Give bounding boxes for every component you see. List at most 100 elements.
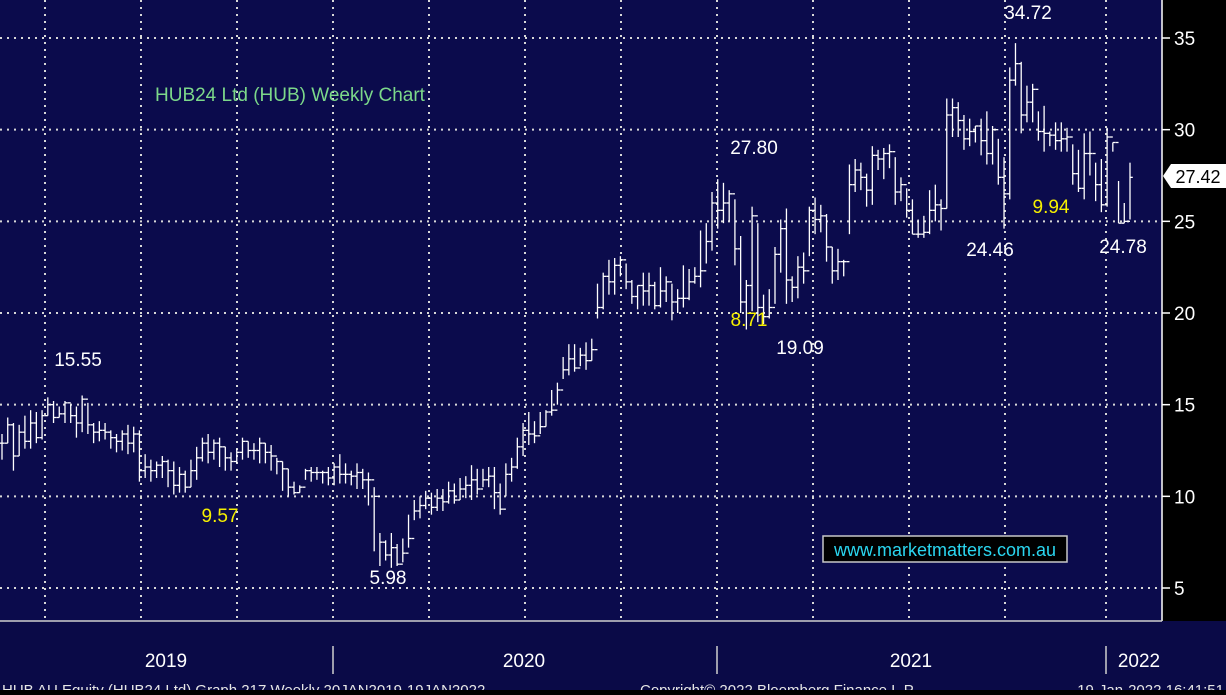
price-bar [22, 415, 28, 449]
price-bar [932, 184, 939, 222]
price-bar [972, 125, 979, 143]
price-bar [892, 151, 899, 205]
price-bar [783, 208, 790, 304]
plot-background [0, 0, 1162, 621]
price-bar [480, 468, 486, 490]
price-bar [823, 214, 830, 262]
price-bar [503, 463, 509, 510]
price-bar [1115, 141, 1122, 224]
annotation-label: 19.09 [776, 338, 824, 359]
x-tick-label: 2020 [503, 651, 545, 672]
price-bar [285, 468, 292, 497]
price-bar [1069, 136, 1076, 185]
price-bar [182, 470, 189, 493]
price-bar [400, 538, 406, 565]
price-bar [1121, 203, 1128, 224]
watermark-box [822, 535, 1068, 563]
price-bar [743, 280, 750, 330]
price-bar [148, 459, 154, 482]
price-bar [96, 421, 103, 442]
price-bar [4, 417, 11, 444]
price-bar [669, 281, 675, 321]
price-bar [525, 412, 532, 445]
annotation-label: 24.46 [966, 240, 1014, 261]
price-bar [73, 406, 80, 438]
x-tick-label: 2021 [890, 651, 932, 672]
price-bar [262, 442, 269, 464]
price-bar [554, 382, 561, 411]
price-bar [1006, 67, 1013, 200]
price-bar [1058, 122, 1065, 152]
annotation-label: 34.72 [1004, 3, 1052, 24]
annotation-label: 8.71 [731, 310, 768, 331]
price-bar [812, 197, 818, 235]
price-bar [228, 452, 234, 471]
price-bar [583, 342, 589, 370]
price-bar [165, 459, 171, 488]
price-bar [359, 468, 366, 489]
price-bar [245, 440, 252, 458]
price-bar [119, 430, 126, 451]
watermark: www.marketmatters.com.au [822, 535, 1068, 563]
annotation-label: 9.94 [1033, 197, 1070, 218]
x-tick-label: 2022 [1118, 651, 1160, 672]
annotations: 15.55 9.57 5.98 27.80 8.71 19.09 24.46 34.72 9.9… [54, 3, 1147, 589]
price-bar [709, 192, 715, 251]
price-bar [898, 177, 904, 202]
price-bar [548, 390, 555, 416]
y-tick-label: 10 [1174, 487, 1195, 508]
price-bar [337, 454, 343, 484]
y-tick-label: 5 [1174, 579, 1185, 600]
footer-right: 19-Jan-2022 16:41:51 [1077, 682, 1224, 690]
price-bar [45, 397, 51, 417]
y-tick-label: 25 [1174, 212, 1195, 233]
price-bar [835, 248, 841, 280]
price-bar [777, 219, 784, 273]
price-bar [915, 219, 921, 238]
y-axis: 5 10 15 20 25 30 35 [1161, 0, 1195, 621]
price-bar [445, 481, 452, 504]
footer-mid: Copyright© 2022 Bloomberg Finance L.P. [640, 682, 916, 690]
axis-background [1162, 0, 1226, 621]
annotation-label: 15.55 [54, 350, 102, 371]
y-tick-label: 35 [1174, 29, 1195, 50]
price-bar [319, 470, 326, 484]
price-bar [611, 258, 618, 295]
price-bar [961, 115, 967, 150]
price-bar [606, 259, 612, 295]
price-bar [239, 437, 246, 460]
footer-left: HUB AU Equity (HUB24 Ltd) Graph 217 Week… [2, 682, 485, 690]
price-bar [594, 283, 601, 351]
price-bar [125, 424, 131, 455]
price-bar [193, 446, 200, 480]
price-bar [1104, 127, 1110, 207]
price-bar [955, 102, 962, 137]
price-bar [903, 184, 910, 218]
price-bar [640, 272, 647, 306]
x-axis: 2019 2020 2021 2022 [0, 620, 1162, 674]
price-bar [995, 129, 1002, 185]
price-bar [600, 272, 607, 310]
xaxis-background [0, 621, 1226, 690]
price-bar [256, 437, 263, 464]
price-bar [629, 280, 635, 304]
last-price-tag: 27.42 [1163, 164, 1226, 188]
price-bar [296, 485, 303, 494]
price-bar [938, 199, 944, 231]
y-tick-label: 15 [1174, 396, 1195, 417]
price-bar [291, 481, 297, 495]
price-bar [966, 118, 973, 147]
price-bar [274, 455, 280, 475]
price-bar [222, 446, 229, 471]
price-bar [188, 459, 194, 488]
price-bar [485, 467, 492, 488]
price-bar [56, 406, 63, 419]
price-bar [205, 434, 211, 464]
price-bar [199, 437, 206, 462]
price-bar [16, 424, 22, 457]
price-bar [1041, 105, 1047, 152]
y-tick-label: 20 [1174, 304, 1195, 325]
price-bar [651, 281, 658, 310]
